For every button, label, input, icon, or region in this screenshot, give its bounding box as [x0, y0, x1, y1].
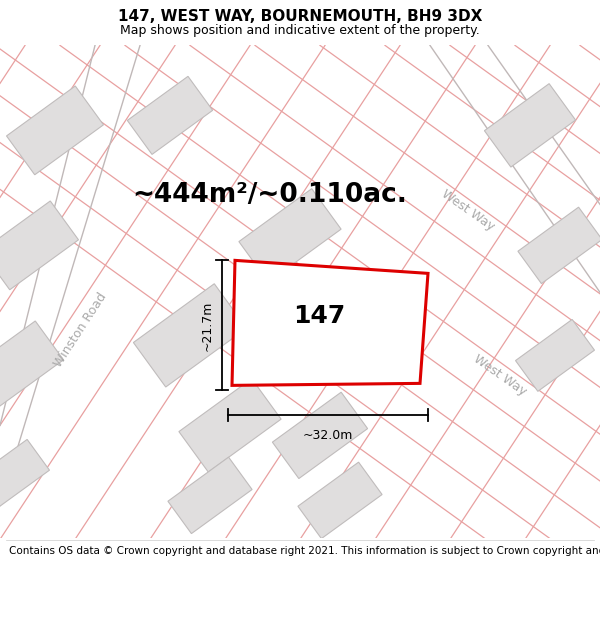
Polygon shape [127, 76, 212, 154]
Polygon shape [298, 462, 382, 539]
Text: Map shows position and indicative extent of the property.: Map shows position and indicative extent… [120, 24, 480, 37]
Polygon shape [179, 379, 281, 472]
Polygon shape [232, 261, 428, 386]
Polygon shape [0, 439, 49, 511]
Polygon shape [0, 321, 64, 410]
Text: ~32.0m: ~32.0m [303, 429, 353, 442]
Text: ~444m²/~0.110ac.: ~444m²/~0.110ac. [133, 182, 407, 208]
Text: Winston Road: Winston Road [51, 291, 109, 370]
Text: West Way: West Way [439, 188, 497, 233]
Polygon shape [168, 457, 252, 534]
Polygon shape [518, 207, 600, 284]
Polygon shape [515, 319, 595, 391]
Polygon shape [7, 86, 103, 175]
Polygon shape [322, 281, 418, 370]
Polygon shape [272, 392, 368, 479]
Text: 147, WEST WAY, BOURNEMOUTH, BH9 3DX: 147, WEST WAY, BOURNEMOUTH, BH9 3DX [118, 9, 482, 24]
Text: West Way: West Way [471, 352, 529, 398]
Polygon shape [239, 189, 341, 282]
Polygon shape [0, 201, 79, 290]
Text: ~21.7m: ~21.7m [201, 300, 214, 351]
Polygon shape [133, 284, 247, 387]
Text: 147: 147 [293, 304, 345, 328]
Polygon shape [484, 84, 575, 167]
Text: Contains OS data © Crown copyright and database right 2021. This information is : Contains OS data © Crown copyright and d… [9, 546, 600, 556]
